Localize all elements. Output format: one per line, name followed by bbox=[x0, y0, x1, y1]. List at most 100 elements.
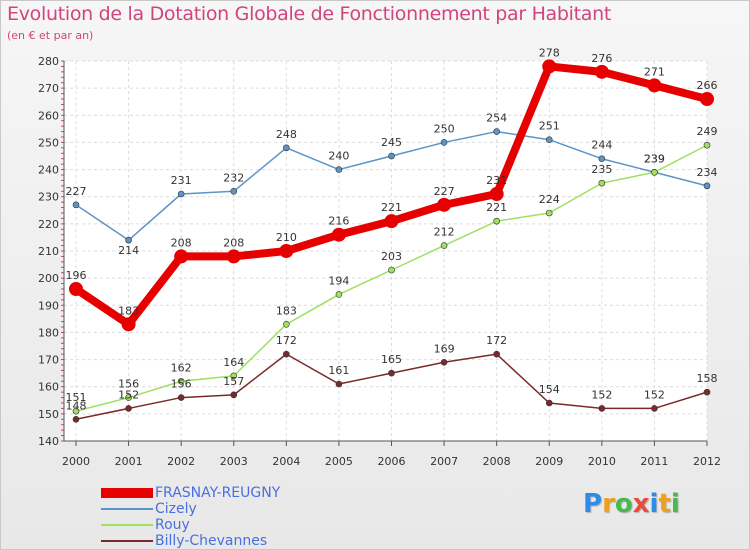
legend-label: Cizely bbox=[155, 501, 197, 517]
y-tick-label: 240 bbox=[38, 164, 59, 177]
data-label-frasnay-reugny: 196 bbox=[66, 269, 87, 282]
data-point-frasnay-reugny bbox=[700, 92, 714, 106]
data-point-billy-chevannes bbox=[335, 380, 343, 388]
data-label-rouy: 194 bbox=[328, 274, 349, 287]
data-point-cizely bbox=[72, 201, 80, 209]
data-point-rouy bbox=[72, 407, 80, 415]
data-point-billy-chevannes bbox=[388, 369, 395, 377]
data-label-cizely: 240 bbox=[328, 150, 349, 163]
proxiti-logo: Proxiti bbox=[583, 489, 680, 519]
data-point-rouy bbox=[598, 179, 606, 187]
data-label-billy-chevannes: 161 bbox=[328, 364, 349, 377]
legend-swatch bbox=[101, 508, 153, 510]
data-point-rouy bbox=[493, 217, 500, 225]
x-tick-label: 2011 bbox=[640, 455, 668, 468]
data-point-rouy bbox=[545, 209, 553, 217]
data-point-cizely bbox=[335, 166, 343, 173]
data-point-billy-chevannes bbox=[283, 350, 290, 358]
data-label-billy-chevannes: 172 bbox=[486, 334, 507, 347]
data-label-cizely: 214 bbox=[118, 244, 139, 257]
logo-letter: o bbox=[614, 489, 633, 519]
data-point-frasnay-reugny bbox=[384, 214, 399, 229]
data-point-rouy bbox=[651, 168, 658, 176]
data-label-billy-chevannes: 154 bbox=[539, 383, 560, 396]
data-point-cizely bbox=[388, 152, 395, 160]
data-label-rouy: 162 bbox=[171, 361, 192, 374]
data-point-rouy bbox=[125, 394, 132, 401]
data-label-frasnay-reugny: 266 bbox=[697, 79, 718, 92]
data-label-cizely: 231 bbox=[171, 174, 192, 187]
data-label-cizely: 232 bbox=[223, 171, 244, 184]
data-point-rouy bbox=[230, 372, 238, 380]
logo-letter: t bbox=[658, 489, 671, 519]
data-point-billy-chevannes bbox=[230, 391, 238, 399]
logo-letter: x bbox=[632, 489, 650, 519]
data-point-frasnay-reugny bbox=[542, 59, 557, 74]
data-label-rouy: 156 bbox=[118, 378, 139, 391]
legend-label: FRASNAY-REUGNY bbox=[155, 485, 281, 501]
data-point-rouy bbox=[283, 320, 290, 328]
chart-title: Evolution de la Dotation Globale de Fonc… bbox=[7, 3, 612, 25]
y-tick-label: 230 bbox=[38, 191, 59, 204]
data-label-rouy: 235 bbox=[591, 163, 612, 176]
data-point-cizely bbox=[125, 236, 132, 244]
data-point-cizely bbox=[493, 128, 500, 135]
chart-subtitle: (en € et par an) bbox=[7, 29, 94, 42]
data-point-frasnay-reugny bbox=[489, 187, 504, 201]
data-label-frasnay-reugny: 231 bbox=[486, 174, 507, 187]
data-point-billy-chevannes bbox=[493, 350, 500, 358]
legend-label: Rouy bbox=[155, 517, 190, 533]
data-point-billy-chevannes bbox=[545, 399, 553, 407]
x-tick-label: 2001 bbox=[115, 455, 143, 468]
data-label-frasnay-reugny: 208 bbox=[223, 236, 244, 249]
y-tick-label: 260 bbox=[38, 109, 59, 122]
data-point-frasnay-reugny bbox=[174, 249, 189, 264]
data-label-frasnay-reugny: 221 bbox=[381, 201, 402, 214]
data-label-rouy: 164 bbox=[223, 356, 244, 369]
data-label-rouy: 183 bbox=[276, 304, 297, 317]
x-tick-label: 2012 bbox=[693, 455, 721, 468]
data-label-frasnay-reugny: 276 bbox=[591, 52, 612, 65]
data-label-cizely: 254 bbox=[486, 112, 507, 125]
y-tick-label: 160 bbox=[38, 381, 59, 394]
data-point-billy-chevannes bbox=[703, 388, 711, 396]
data-point-frasnay-reugny bbox=[279, 244, 294, 258]
y-tick-label: 170 bbox=[38, 354, 59, 367]
data-point-rouy bbox=[388, 266, 395, 274]
data-point-billy-chevannes bbox=[598, 405, 606, 412]
data-label-billy-chevannes: 172 bbox=[276, 334, 297, 347]
y-tick-label: 220 bbox=[38, 218, 59, 231]
y-tick-label: 250 bbox=[38, 136, 59, 149]
y-tick-label: 190 bbox=[38, 299, 59, 312]
legend-label: Billy-Chevannes bbox=[155, 533, 268, 549]
data-point-frasnay-reugny bbox=[437, 197, 452, 212]
data-label-rouy: 212 bbox=[434, 226, 455, 239]
legend-swatch bbox=[101, 524, 153, 526]
data-point-cizely bbox=[703, 182, 711, 190]
data-label-frasnay-reugny: 183 bbox=[118, 304, 139, 317]
data-label-rouy: 221 bbox=[486, 201, 507, 214]
data-label-cizely: 227 bbox=[66, 185, 87, 198]
y-tick-label: 180 bbox=[38, 326, 59, 339]
data-label-frasnay-reugny: 278 bbox=[539, 46, 560, 59]
data-label-rouy: 203 bbox=[381, 250, 402, 263]
data-point-cizely bbox=[283, 144, 290, 152]
data-label-cizely: 234 bbox=[697, 166, 718, 179]
data-point-rouy bbox=[335, 291, 343, 298]
y-tick-label: 200 bbox=[38, 272, 59, 285]
data-label-frasnay-reugny: 227 bbox=[434, 185, 455, 198]
data-point-frasnay-reugny bbox=[331, 227, 346, 242]
data-point-rouy bbox=[177, 377, 185, 385]
data-label-frasnay-reugny: 271 bbox=[644, 65, 665, 78]
y-tick-label: 150 bbox=[38, 408, 59, 421]
data-label-billy-chevannes: 152 bbox=[118, 388, 139, 401]
legend-swatch bbox=[101, 488, 153, 498]
data-label-billy-chevannes: 169 bbox=[434, 342, 455, 355]
x-tick-label: 2004 bbox=[272, 455, 300, 468]
data-point-rouy bbox=[440, 242, 448, 249]
data-label-cizely: 250 bbox=[434, 122, 455, 135]
data-point-frasnay-reugny bbox=[121, 317, 136, 332]
data-point-rouy bbox=[703, 141, 711, 149]
